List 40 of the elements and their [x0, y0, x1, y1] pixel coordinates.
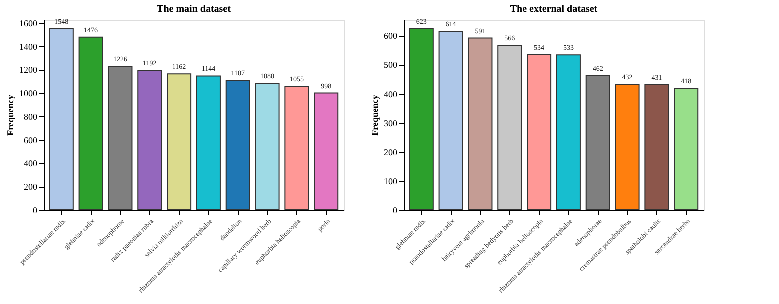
- bar: [438, 31, 464, 210]
- y-tick-label: 100: [384, 176, 398, 186]
- bar: [615, 84, 640, 210]
- y-tick-label: 1200: [20, 65, 38, 76]
- bar: [644, 84, 670, 210]
- bar: [167, 74, 192, 210]
- bar: [284, 86, 310, 210]
- bar: [78, 36, 104, 210]
- y-tick-label: 800: [24, 112, 38, 122]
- y-tick-label: 300: [384, 118, 398, 128]
- y-axis-title: Frequency: [370, 94, 380, 136]
- y-tick-label: 0: [393, 206, 398, 216]
- chart-title: The main dataset: [157, 4, 232, 16]
- bar: [586, 75, 610, 210]
- bar: [468, 38, 493, 210]
- y-tick-label: 600: [24, 135, 38, 146]
- y-tick-label: 1000: [20, 88, 38, 99]
- y-tick-label: 0: [33, 206, 38, 216]
- chart-title: The external dataset: [510, 4, 598, 16]
- bar: [138, 70, 162, 210]
- y-tick-label: 200: [384, 147, 398, 158]
- bar: [527, 54, 552, 210]
- y-tick-label: 400: [24, 158, 38, 169]
- y-tick-label: 1600: [20, 18, 38, 28]
- bar: [108, 66, 133, 210]
- bar: [556, 54, 581, 210]
- bar: [409, 28, 434, 210]
- bar: [674, 88, 699, 210]
- bar: [196, 76, 221, 210]
- y-tick-label: 600: [384, 31, 398, 42]
- y-tick-label: 1400: [20, 42, 38, 52]
- bar: [226, 80, 250, 210]
- y-tick-label: 200: [24, 182, 38, 192]
- bar: [498, 45, 522, 210]
- y-axis-title: Frequency: [6, 94, 16, 136]
- bar: [255, 83, 280, 210]
- y-tick-label: 500: [384, 60, 398, 70]
- bar: [49, 28, 74, 210]
- y-tick-label: 400: [384, 89, 398, 100]
- bar: [314, 92, 339, 210]
